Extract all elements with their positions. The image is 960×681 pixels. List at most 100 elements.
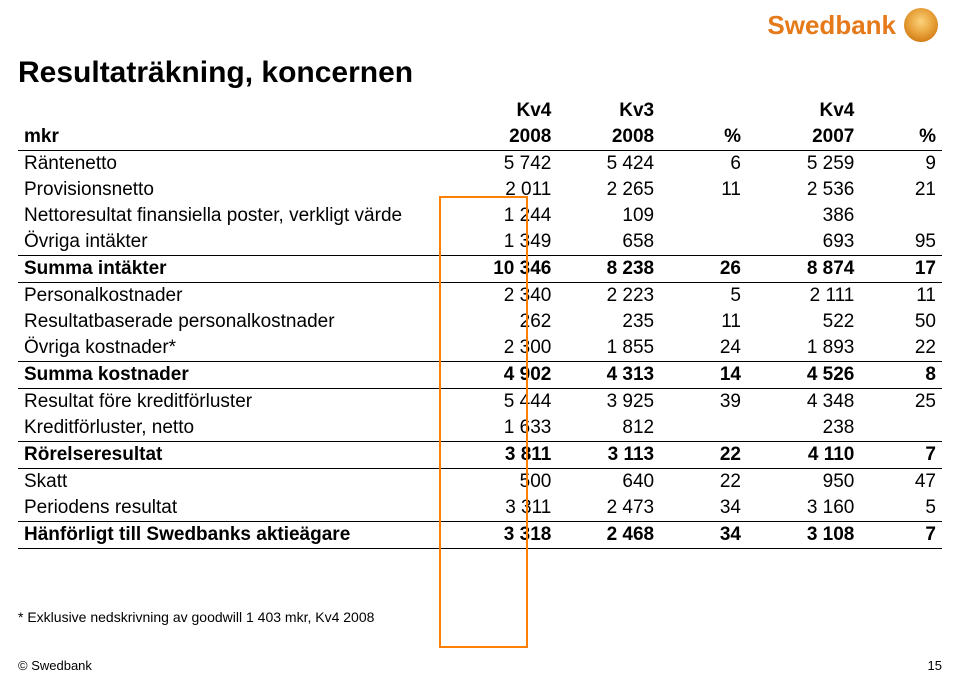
cell: 1 893 <box>747 335 860 362</box>
footer-page-number: 15 <box>928 658 942 673</box>
slide: Swedbank Resultaträkning, koncernen Kv4 … <box>0 0 960 681</box>
table-row: Räntenetto5 7425 42465 2599 <box>18 151 942 178</box>
slide-footer: © Swedbank 15 <box>0 658 960 673</box>
table-header-sub-row: mkr 2008 2008 % 2007 % <box>18 124 942 151</box>
brand-name: Swedbank <box>767 10 896 41</box>
cell: 522 <box>747 309 860 335</box>
cell: 4 902 <box>455 362 558 389</box>
cell: 2 468 <box>557 522 660 549</box>
cell: 235 <box>557 309 660 335</box>
label-col-header: mkr <box>18 124 455 151</box>
table-row: Summa kostnader4 9024 313144 5268 <box>18 362 942 389</box>
table-row: Personalkostnader2 3402 22352 11111 <box>18 283 942 310</box>
cell: 2 011 <box>455 177 558 203</box>
cell: 3 311 <box>455 495 558 522</box>
cell: 3 113 <box>557 442 660 469</box>
cell: 47 <box>860 469 942 496</box>
cell: 50 <box>860 309 942 335</box>
cell: 22 <box>860 335 942 362</box>
cell: 17 <box>860 256 942 283</box>
cell: 5 259 <box>747 151 860 178</box>
table-row: Resultat före kreditförluster5 4443 9253… <box>18 389 942 416</box>
cell: 26 <box>660 256 747 283</box>
cell: 6 <box>660 151 747 178</box>
table-row: Nettoresultat finansiella poster, verkli… <box>18 203 942 229</box>
table-header-group-row: Kv4 Kv3 Kv4 <box>18 98 942 124</box>
hdr-sub-4: % <box>860 124 942 151</box>
cell: 238 <box>747 415 860 442</box>
brand-logo: Swedbank <box>767 8 938 42</box>
cell: 109 <box>557 203 660 229</box>
cell: 5 444 <box>455 389 558 416</box>
cell <box>660 415 747 442</box>
hdr-group-1: Kv3 <box>557 98 660 124</box>
row-label: Summa kostnader <box>18 362 455 389</box>
cell: 11 <box>660 309 747 335</box>
hdr-sub-2: % <box>660 124 747 151</box>
brand-logo-icon <box>904 8 938 42</box>
cell: 3 318 <box>455 522 558 549</box>
cell: 2 473 <box>557 495 660 522</box>
page-title: Resultaträkning, koncernen <box>18 56 413 90</box>
hdr-group-0: Kv4 <box>455 98 558 124</box>
cell: 812 <box>557 415 660 442</box>
cell: 950 <box>747 469 860 496</box>
cell: 693 <box>747 229 860 256</box>
row-label: Kreditförluster, netto <box>18 415 455 442</box>
hdr-sub-0: 2008 <box>455 124 558 151</box>
hdr-sub-1: 2008 <box>557 124 660 151</box>
row-label: Rörelseresultat <box>18 442 455 469</box>
cell: 5 424 <box>557 151 660 178</box>
cell: 10 346 <box>455 256 558 283</box>
cell: 1 633 <box>455 415 558 442</box>
row-label: Resultatbaserade personalkostnader <box>18 309 455 335</box>
row-label: Nettoresultat finansiella poster, verkli… <box>18 203 455 229</box>
income-statement-table: Kv4 Kv3 Kv4 mkr 2008 2008 % 2007 % Ränte… <box>18 98 942 549</box>
cell: 1 244 <box>455 203 558 229</box>
cell: 2 223 <box>557 283 660 310</box>
cell: 262 <box>455 309 558 335</box>
cell: 22 <box>660 469 747 496</box>
cell: 4 348 <box>747 389 860 416</box>
hdr-group-2 <box>660 98 747 124</box>
cell: 11 <box>660 177 747 203</box>
cell: 7 <box>860 442 942 469</box>
cell: 500 <box>455 469 558 496</box>
footnote: * Exklusive nedskrivning av goodwill 1 4… <box>18 609 374 625</box>
footer-copyright: © Swedbank <box>18 658 92 673</box>
cell <box>660 203 747 229</box>
row-label: Skatt <box>18 469 455 496</box>
cell: 14 <box>660 362 747 389</box>
cell: 8 874 <box>747 256 860 283</box>
table-row: Skatt5006402295047 <box>18 469 942 496</box>
cell: 8 238 <box>557 256 660 283</box>
cell: 34 <box>660 495 747 522</box>
cell: 39 <box>660 389 747 416</box>
table-row: Övriga kostnader*2 3001 855241 89322 <box>18 335 942 362</box>
table-row: Summa intäkter10 3468 238268 87417 <box>18 256 942 283</box>
cell: 5 <box>660 283 747 310</box>
cell: 658 <box>557 229 660 256</box>
row-label: Personalkostnader <box>18 283 455 310</box>
cell: 7 <box>860 522 942 549</box>
cell: 2 111 <box>747 283 860 310</box>
hdr-group-3: Kv4 <box>747 98 860 124</box>
cell: 25 <box>860 389 942 416</box>
table-row: Rörelseresultat3 8113 113224 1107 <box>18 442 942 469</box>
row-label: Periodens resultat <box>18 495 455 522</box>
cell: 5 <box>860 495 942 522</box>
cell <box>660 229 747 256</box>
cell: 5 742 <box>455 151 558 178</box>
cell <box>860 415 942 442</box>
table-row: Resultatbaserade personalkostnader262235… <box>18 309 942 335</box>
cell: 8 <box>860 362 942 389</box>
hdr-group-4 <box>860 98 942 124</box>
table-row: Övriga intäkter1 34965869395 <box>18 229 942 256</box>
cell: 3 811 <box>455 442 558 469</box>
cell: 3 108 <box>747 522 860 549</box>
cell: 34 <box>660 522 747 549</box>
row-label: Provisionsnetto <box>18 177 455 203</box>
cell: 4 526 <box>747 362 860 389</box>
cell: 95 <box>860 229 942 256</box>
cell: 24 <box>660 335 747 362</box>
